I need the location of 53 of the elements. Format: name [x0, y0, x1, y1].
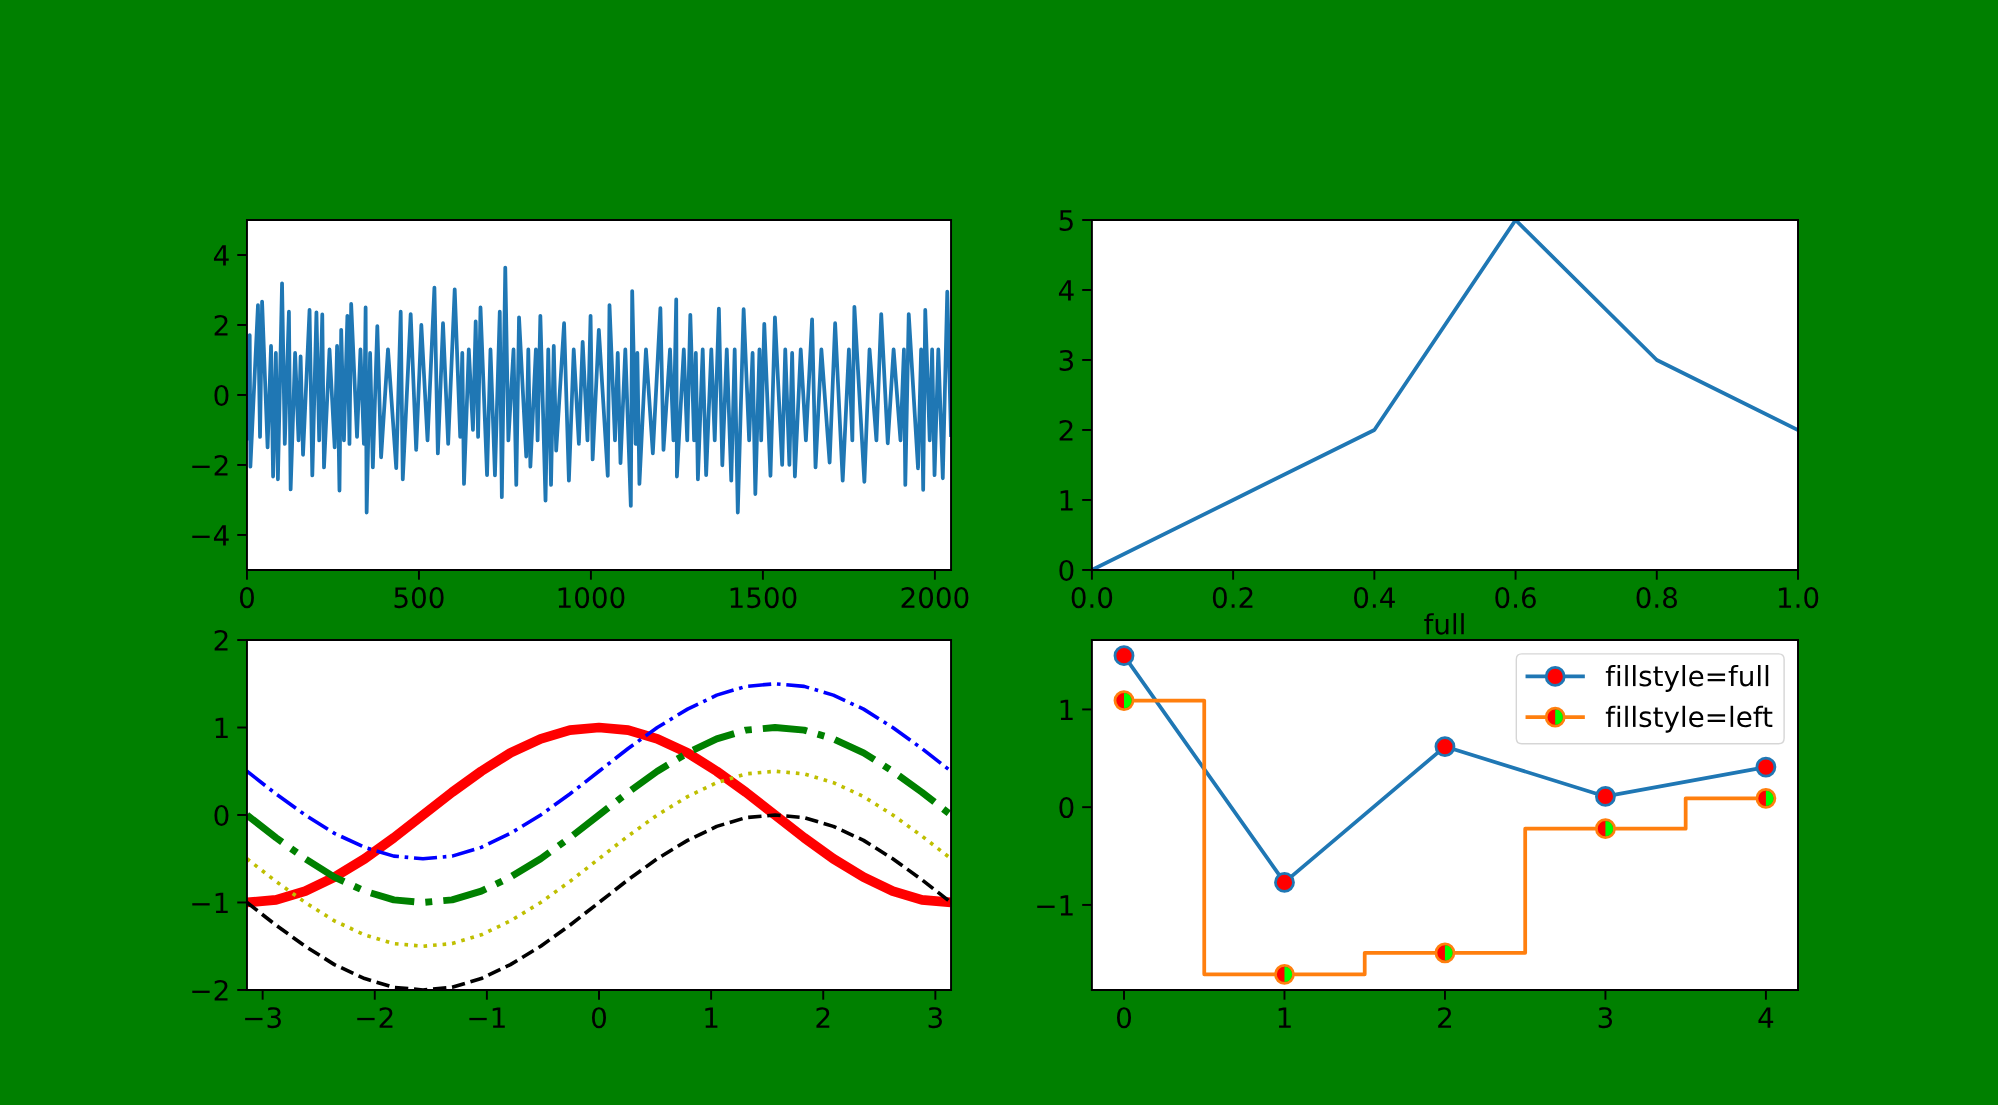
- x-tick-label: −1: [469, 1007, 505, 1028]
- x-tick-label: 3: [928, 1007, 942, 1029]
- y-tick-label: 0: [214, 804, 229, 826]
- x-tick-label: 2: [1438, 1007, 1452, 1028]
- y-tick-label: 0: [1059, 797, 1074, 819]
- x-tick-label: 1: [705, 1007, 718, 1028]
- x-tick-label: 4: [1758, 1007, 1774, 1028]
- x-tick-label: 1500: [730, 587, 797, 609]
- y-tick-label: 1: [1060, 699, 1073, 720]
- x-tick-label: 0: [239, 587, 254, 609]
- point: [1755, 756, 1777, 778]
- x-tick-label: 0: [1117, 1007, 1131, 1029]
- x-tick-label: 500: [394, 587, 444, 609]
- y-tick-label: 4: [213, 245, 229, 266]
- line-series: [246, 769, 952, 949]
- y-tick-label: 4: [1058, 280, 1074, 301]
- x-tick-label: 0.4: [1354, 587, 1395, 609]
- y-tick-label: 1: [1060, 490, 1073, 511]
- y-tick-label: −1: [1037, 895, 1073, 916]
- line-series: [246, 681, 952, 861]
- y-tick-label: 0: [1059, 559, 1074, 581]
- x-tick-label: −2: [357, 1007, 393, 1028]
- point: [1595, 786, 1616, 807]
- legend-label: fillstyle=full: [1605, 665, 1769, 692]
- x-tick-label: 0.2: [1212, 587, 1253, 609]
- y-tick-label: −1: [192, 892, 228, 914]
- x-tick-label: −3: [245, 1007, 281, 1029]
- x-tick-label: 1.0: [1778, 587, 1819, 609]
- y-tick-label: 0: [214, 384, 229, 406]
- y-tick-label: −2: [192, 454, 228, 476]
- x-tick-label: 1: [1278, 1007, 1291, 1028]
- x-tick-label: 0.6: [1495, 587, 1536, 609]
- x-tick-label: 0: [592, 1007, 606, 1029]
- legend-label: fillstyle=left: [1605, 705, 1773, 733]
- chart-title: full: [1424, 613, 1464, 635]
- x-tick-label: 1000: [558, 587, 625, 609]
- y-tick-label: 2: [214, 629, 228, 651]
- point: [1274, 872, 1295, 893]
- point: [1113, 645, 1135, 667]
- x-tick-label: 2000: [901, 587, 969, 609]
- x-tick-label: 0.0: [1071, 587, 1113, 609]
- y-tick-label: 2: [1059, 419, 1073, 441]
- point: [1434, 736, 1456, 757]
- x-tick-label: 0.8: [1636, 587, 1677, 609]
- y-tick-label: 2: [214, 314, 228, 336]
- x-tick-label: 2: [816, 1007, 830, 1028]
- y-tick-label: 1: [215, 717, 228, 739]
- y-tick-label: 3: [1059, 349, 1074, 371]
- y-tick-label: −2: [192, 979, 228, 1001]
- line-series: [246, 265, 952, 515]
- x-tick-label: 3: [1598, 1007, 1613, 1029]
- y-tick-label: 5: [1059, 210, 1073, 231]
- y-tick-label: −4: [192, 525, 229, 546]
